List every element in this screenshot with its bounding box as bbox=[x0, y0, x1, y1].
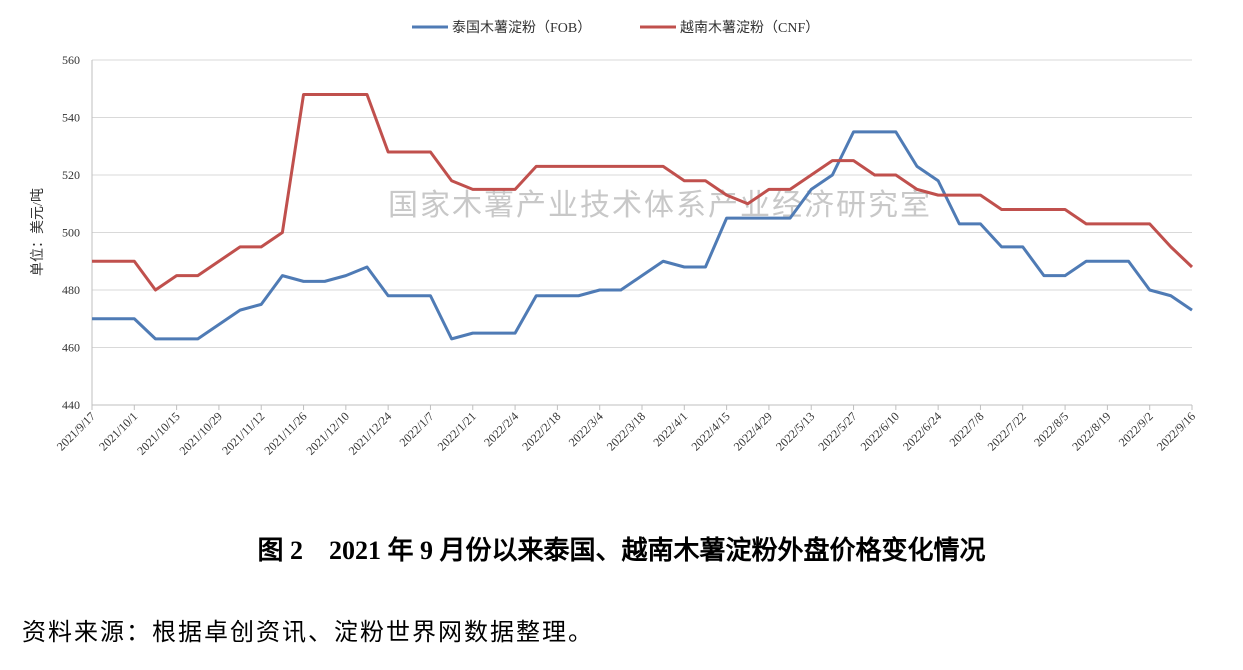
x-tick-label: 2022/6/10 bbox=[858, 409, 902, 453]
caption: 图 2 2021 年 9 月份以来泰国、越南木薯淀粉外盘价格变化情况 bbox=[257, 536, 986, 565]
y-tick-label: 480 bbox=[62, 283, 80, 297]
x-tick-label: 2022/9/16 bbox=[1154, 409, 1198, 453]
series-line bbox=[92, 130, 1193, 341]
x-tick-label: 2022/7/8 bbox=[947, 409, 987, 449]
y-tick-label: 560 bbox=[62, 53, 80, 67]
x-tick-label: 2021/12/24 bbox=[346, 409, 395, 458]
x-tick-label: 2022/1/21 bbox=[435, 409, 479, 453]
x-tick-label: 2022/8/19 bbox=[1069, 409, 1113, 453]
x-tick-label: 2021/11/12 bbox=[219, 409, 267, 457]
x-tick-label: 2022/9/2 bbox=[1116, 409, 1156, 449]
y-tick-label: 440 bbox=[62, 398, 80, 412]
y-axis-label: 单位：美元/吨 bbox=[30, 188, 46, 276]
x-tick-label: 2022/5/13 bbox=[773, 409, 817, 453]
x-tick-label: 2021/9/17 bbox=[54, 409, 98, 453]
x-tick-label: 2021/12/10 bbox=[303, 409, 352, 458]
x-tick-label: 2022/2/4 bbox=[481, 409, 521, 449]
legend-label: 泰国木薯淀粉（FOB） bbox=[452, 20, 591, 36]
x-tick-label: 2022/7/22 bbox=[985, 409, 1029, 453]
x-tick-label: 2022/1/7 bbox=[397, 409, 437, 449]
x-tick-label: 2022/3/4 bbox=[566, 409, 606, 449]
y-tick-label: 540 bbox=[62, 111, 80, 125]
x-tick-label: 2022/5/27 bbox=[815, 409, 859, 453]
y-tick-label: 500 bbox=[62, 226, 80, 240]
watermark: 国家木薯产业技术体系产业经济研究室 bbox=[388, 189, 932, 222]
x-tick-label: 2022/8/5 bbox=[1031, 409, 1071, 449]
legend-label: 越南木薯淀粉（CNF） bbox=[680, 20, 819, 36]
chart: 国家木薯产业技术体系产业经济研究室 单位：美元/吨 440 460 480 500 52… bbox=[30, 20, 1198, 458]
x-tick-label: 2022/4/15 bbox=[688, 409, 732, 453]
y-tick-label: 520 bbox=[62, 168, 80, 182]
x-tick-label: 2022/4/29 bbox=[731, 409, 775, 453]
source: 资料来源：根据卓创资讯、淀粉世界网数据整理。 bbox=[22, 620, 594, 646]
x-tick-label: 2021/10/15 bbox=[134, 409, 183, 458]
x-tick-label: 2021/11/26 bbox=[261, 409, 309, 457]
x-tick-label: 2021/10/29 bbox=[176, 409, 225, 458]
x-tick-label: 2022/3/18 bbox=[604, 409, 648, 453]
x-tick-label: 2022/2/18 bbox=[519, 409, 563, 453]
y-tick-label: 460 bbox=[62, 341, 80, 355]
x-tick-label: 2022/4/1 bbox=[650, 409, 690, 449]
series-line bbox=[92, 93, 1194, 292]
x-tick-label: 2022/6/24 bbox=[900, 409, 944, 453]
